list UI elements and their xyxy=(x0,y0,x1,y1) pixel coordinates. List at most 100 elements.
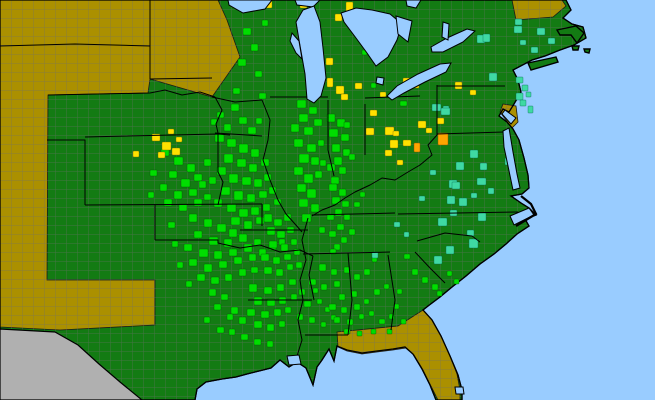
county[interactable] xyxy=(335,85,345,95)
county[interactable] xyxy=(233,190,244,201)
county[interactable] xyxy=(214,133,225,143)
county[interactable] xyxy=(171,240,179,248)
county[interactable] xyxy=(399,100,408,107)
county[interactable] xyxy=(476,177,487,186)
county[interactable] xyxy=(168,170,178,179)
county[interactable] xyxy=(451,181,461,190)
county[interactable] xyxy=(266,323,275,332)
county[interactable] xyxy=(147,191,155,199)
county[interactable] xyxy=(320,321,327,328)
county[interactable] xyxy=(314,170,323,179)
county[interactable] xyxy=(198,180,207,189)
county[interactable] xyxy=(440,107,451,116)
county[interactable] xyxy=(527,105,534,114)
county[interactable] xyxy=(266,226,276,236)
county[interactable] xyxy=(188,258,198,267)
county[interactable] xyxy=(248,163,258,173)
county[interactable] xyxy=(237,58,247,67)
county[interactable] xyxy=(149,169,158,177)
county[interactable] xyxy=(275,268,284,277)
county[interactable] xyxy=(392,130,400,137)
county[interactable] xyxy=(183,243,193,252)
county[interactable] xyxy=(363,298,370,305)
county[interactable] xyxy=(238,233,248,243)
county[interactable] xyxy=(173,190,183,200)
county[interactable] xyxy=(238,316,247,325)
county[interactable] xyxy=(288,278,297,286)
county[interactable] xyxy=(216,326,225,334)
county[interactable] xyxy=(247,126,257,135)
county[interactable] xyxy=(431,283,439,291)
county[interactable] xyxy=(263,266,273,275)
county[interactable] xyxy=(458,197,468,207)
county[interactable] xyxy=(132,150,140,158)
county[interactable] xyxy=(525,91,532,98)
county[interactable] xyxy=(446,270,453,277)
county[interactable] xyxy=(479,162,488,171)
county[interactable] xyxy=(260,310,270,319)
county[interactable] xyxy=(343,266,351,274)
county[interactable] xyxy=(171,147,181,156)
county[interactable] xyxy=(306,188,317,199)
county[interactable] xyxy=(378,318,386,325)
county[interactable] xyxy=(468,238,479,249)
county[interactable] xyxy=(333,316,341,324)
county[interactable] xyxy=(400,318,407,325)
county[interactable] xyxy=(353,303,361,311)
county[interactable] xyxy=(312,287,319,294)
county[interactable] xyxy=(393,221,401,228)
county[interactable] xyxy=(369,109,378,117)
county[interactable] xyxy=(223,123,232,132)
county[interactable] xyxy=(417,120,427,129)
county[interactable] xyxy=(266,340,274,348)
county[interactable] xyxy=(238,143,249,154)
county[interactable] xyxy=(216,223,227,233)
county[interactable] xyxy=(178,203,188,212)
county[interactable] xyxy=(159,183,168,192)
county[interactable] xyxy=(396,288,403,295)
county[interactable] xyxy=(336,223,345,231)
county[interactable] xyxy=(328,230,337,238)
county[interactable] xyxy=(262,203,271,212)
county[interactable] xyxy=(250,206,260,216)
county[interactable] xyxy=(328,303,337,311)
county[interactable] xyxy=(290,293,298,301)
county[interactable] xyxy=(230,216,241,226)
county[interactable] xyxy=(203,193,212,201)
county[interactable] xyxy=(175,136,183,143)
county[interactable] xyxy=(521,84,529,92)
county[interactable] xyxy=(185,280,193,288)
county[interactable] xyxy=(547,37,556,45)
county[interactable] xyxy=(253,238,262,247)
county[interactable] xyxy=(356,330,363,337)
county[interactable] xyxy=(386,328,393,335)
county[interactable] xyxy=(353,201,361,208)
county[interactable] xyxy=(260,253,270,262)
county[interactable] xyxy=(319,159,327,167)
county[interactable] xyxy=(396,159,404,166)
county[interactable] xyxy=(213,250,223,260)
county[interactable] xyxy=(326,113,336,123)
county[interactable] xyxy=(298,153,310,164)
county[interactable] xyxy=(343,121,351,129)
county[interactable] xyxy=(296,183,307,193)
county[interactable] xyxy=(224,273,233,282)
county[interactable] xyxy=(317,139,325,147)
county[interactable] xyxy=(306,143,317,153)
county[interactable] xyxy=(298,198,309,208)
county[interactable] xyxy=(161,141,172,151)
county[interactable] xyxy=(328,128,339,138)
county[interactable] xyxy=(180,178,191,188)
county[interactable] xyxy=(384,149,393,157)
county[interactable] xyxy=(437,217,448,227)
county[interactable] xyxy=(333,280,341,288)
county[interactable] xyxy=(340,236,348,244)
county[interactable] xyxy=(334,208,343,217)
county[interactable] xyxy=(303,300,312,308)
county[interactable] xyxy=(250,148,260,158)
county[interactable] xyxy=(295,261,303,269)
county[interactable] xyxy=(196,273,206,282)
county[interactable] xyxy=(193,173,203,182)
county[interactable] xyxy=(318,263,327,272)
